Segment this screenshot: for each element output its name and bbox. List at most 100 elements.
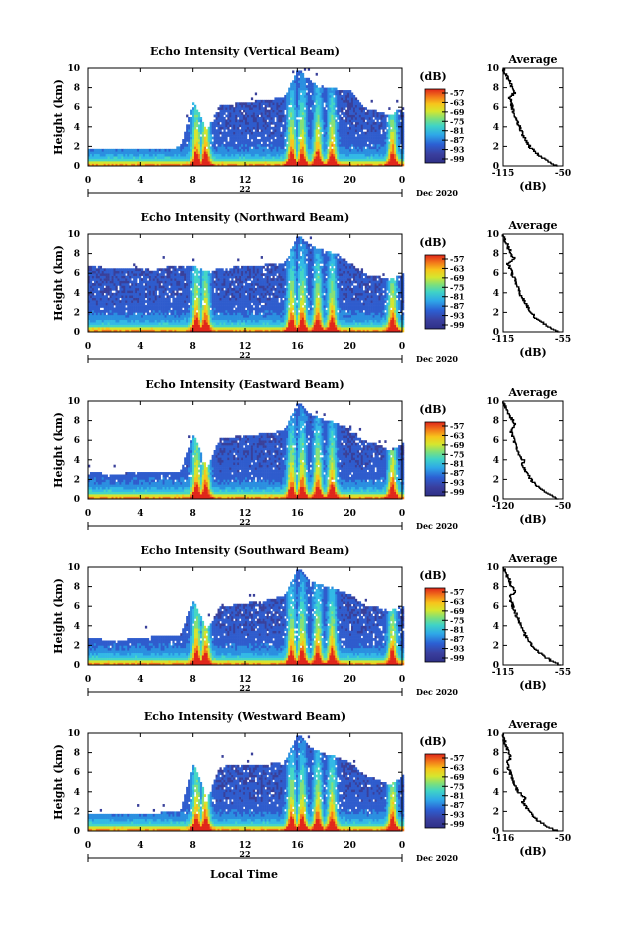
echo-cell bbox=[267, 127, 269, 130]
echo-cell bbox=[367, 154, 369, 157]
echo-cell bbox=[167, 273, 169, 276]
echo-cell bbox=[188, 271, 190, 274]
echo-cell bbox=[129, 156, 131, 159]
echo-cell bbox=[147, 327, 149, 330]
echo-cell bbox=[218, 161, 220, 164]
echo-cell bbox=[310, 154, 312, 157]
echo-cell bbox=[373, 137, 375, 140]
echo-cell bbox=[100, 266, 102, 269]
echo-cell bbox=[382, 139, 384, 142]
echo-cell bbox=[151, 308, 153, 311]
echo-cell bbox=[392, 161, 394, 164]
echo-cell bbox=[153, 161, 155, 164]
echo-cell bbox=[247, 161, 249, 164]
echo-cell bbox=[180, 288, 182, 291]
echo-cell bbox=[351, 124, 353, 127]
echo-cell bbox=[333, 154, 335, 157]
echo-cell bbox=[384, 137, 386, 140]
echo-cell bbox=[325, 119, 327, 122]
echo-cell bbox=[92, 159, 94, 162]
echo-cell bbox=[182, 146, 184, 149]
echo-cell bbox=[345, 156, 347, 159]
echo-cell bbox=[165, 290, 167, 293]
echo-cell bbox=[324, 107, 326, 110]
echo-cell bbox=[149, 271, 151, 274]
echo-cell bbox=[198, 159, 200, 162]
echo-cell bbox=[176, 273, 178, 276]
echo-cell bbox=[196, 154, 198, 157]
echo-cell bbox=[331, 142, 333, 145]
echo-cell bbox=[378, 144, 380, 147]
echo-cell bbox=[110, 149, 112, 152]
echo-cell bbox=[227, 127, 229, 130]
echo-cell bbox=[347, 129, 349, 132]
echo-cell bbox=[117, 156, 119, 159]
echo-cell bbox=[245, 102, 247, 105]
echo-cell bbox=[194, 281, 196, 284]
echo-cell bbox=[257, 112, 259, 115]
echo-cell bbox=[378, 134, 380, 137]
echo-cell bbox=[310, 124, 312, 127]
echo-cell bbox=[196, 285, 198, 288]
echo-cell bbox=[296, 119, 298, 122]
echo-cell bbox=[184, 151, 186, 154]
echo-cell bbox=[292, 129, 294, 132]
echo-cell bbox=[251, 151, 253, 154]
echo-cell bbox=[119, 322, 121, 325]
echo-cell bbox=[192, 112, 194, 115]
echo-cell bbox=[139, 293, 141, 296]
echo-cell bbox=[198, 161, 200, 164]
echo-cell bbox=[245, 105, 247, 108]
echo-cell bbox=[231, 127, 233, 130]
echo-cell bbox=[351, 139, 353, 142]
echo-cell bbox=[131, 159, 133, 162]
echo-cell bbox=[337, 132, 339, 135]
echo-cell bbox=[125, 154, 127, 157]
echo-cell bbox=[131, 273, 133, 276]
echo-cell bbox=[396, 117, 398, 120]
echo-cell bbox=[329, 119, 331, 122]
echo-cell bbox=[263, 122, 265, 125]
echo-cell bbox=[90, 283, 92, 286]
echo-cell bbox=[194, 149, 196, 152]
echo-cell bbox=[229, 129, 231, 132]
echo-cell bbox=[137, 149, 139, 152]
echo-cell bbox=[143, 305, 145, 308]
echo-cell bbox=[202, 137, 204, 140]
echo-cell bbox=[263, 149, 265, 152]
echo-cell bbox=[298, 142, 300, 145]
echo-cell bbox=[186, 139, 188, 142]
echo-cell bbox=[237, 115, 239, 118]
echo-cell bbox=[274, 161, 276, 164]
echo-cell bbox=[245, 159, 247, 162]
echo-cell bbox=[206, 295, 208, 298]
echo-cell bbox=[312, 161, 314, 164]
echo-cell bbox=[343, 97, 345, 100]
echo-cell bbox=[255, 117, 257, 120]
echo-cell bbox=[165, 154, 167, 157]
echo-cell bbox=[345, 146, 347, 149]
echo-cell bbox=[180, 305, 182, 308]
echo-cell bbox=[325, 129, 327, 132]
echo-cell bbox=[168, 327, 170, 330]
echo-cell bbox=[365, 142, 367, 145]
echo-cell bbox=[149, 293, 151, 296]
echo-cell bbox=[229, 134, 231, 137]
echo-cell bbox=[320, 151, 322, 154]
echo-cell bbox=[237, 139, 239, 142]
echo-cell bbox=[174, 310, 176, 313]
echo-cell bbox=[300, 80, 302, 83]
echo-cell bbox=[145, 295, 147, 298]
echo-cell bbox=[96, 310, 98, 313]
echo-cell bbox=[265, 149, 267, 152]
echo-cell bbox=[153, 290, 155, 293]
echo-cell bbox=[392, 117, 394, 120]
echo-cell bbox=[324, 154, 326, 157]
echo-cell bbox=[380, 139, 382, 142]
echo-cell bbox=[314, 144, 316, 147]
echo-cell bbox=[157, 149, 159, 152]
echo-cell bbox=[123, 308, 125, 311]
echo-cell bbox=[127, 315, 129, 318]
echo-cell bbox=[161, 281, 163, 284]
echo-cell bbox=[151, 154, 153, 157]
